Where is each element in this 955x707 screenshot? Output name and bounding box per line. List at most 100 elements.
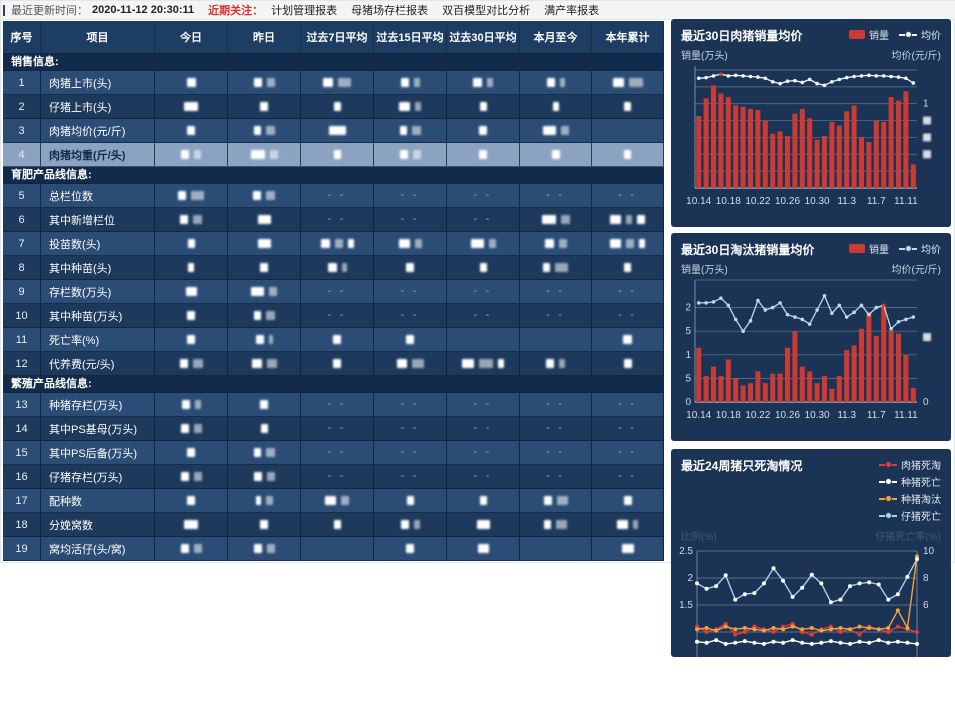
redacted-value	[411, 126, 421, 135]
table-row[interactable]: 13 种猪存栏(万头) - - - - - - - - - -	[3, 393, 664, 417]
svg-text:2: 2	[685, 303, 691, 314]
redacted-value	[194, 400, 201, 409]
table-row[interactable]: 15 其中PS后备(万头) - - - - - - - - - -	[3, 441, 664, 465]
svg-text:10.18: 10.18	[716, 196, 741, 207]
pig-sales-chart: 1 10.14 10.18 10.22 10.26 10.30 11.3 11.7 11.11	[671, 62, 951, 214]
table-row[interactable]: 6 其中新增栏位 - - - - - -	[3, 208, 664, 232]
table-cell	[228, 441, 301, 464]
table-cell	[374, 256, 447, 279]
dash-value: - -	[546, 310, 565, 321]
redacted-value	[251, 287, 264, 296]
table-cell: - -	[374, 465, 447, 488]
table-row[interactable]: 5 总栏位数 - - - - - - - - - -	[3, 184, 664, 208]
row-number: 16	[3, 465, 41, 488]
table-cell	[520, 513, 592, 536]
row-number: 8	[3, 256, 41, 279]
redacted-value	[624, 102, 631, 111]
column-header: 本月至今	[520, 21, 592, 54]
report-table: 序号 项目 今日 昨日 过去7日平均 过去15日平均 过去30日平均 本月至今 本年累计 销售信…	[3, 21, 664, 561]
table-cell: - -	[520, 465, 592, 488]
chart-legend: 肉猪死淘种猪死亡种猪淘汰仔猪死亡	[802, 457, 941, 525]
line-dot-icon	[879, 478, 897, 485]
table-row[interactable]: 14 其中PS基母(万头) - - - - - - - - - -	[3, 417, 664, 441]
legend-item-0[interactable]: 销量	[849, 27, 889, 42]
line-dot-icon	[899, 31, 917, 38]
table-row[interactable]: 3 肉猪均价(元/斤)	[3, 119, 664, 143]
row-number: 9	[3, 280, 41, 303]
svg-text:1: 1	[685, 350, 691, 361]
bars-series[interactable]	[696, 305, 916, 402]
legend-item-0[interactable]: 销量	[849, 241, 889, 256]
redacted-value	[560, 215, 570, 224]
legend-item-3[interactable]: 仔猪死亡	[879, 508, 941, 523]
column-header: 过去30日平均	[447, 21, 520, 54]
table-cell	[374, 119, 447, 142]
table-row[interactable]: 12 代养费(元/头)	[3, 352, 664, 376]
redacted-value	[411, 359, 424, 368]
redacted-value	[479, 263, 487, 272]
legend-item-1[interactable]: 均价	[899, 241, 941, 256]
table-cell: - -	[592, 280, 664, 303]
line-series-3[interactable]	[695, 557, 919, 605]
table-cell	[301, 489, 374, 512]
report-link-1[interactable]: 母猪场存栏报表	[351, 5, 429, 17]
table-row[interactable]: 8 其中种苗(头)	[3, 256, 664, 280]
update-time-label: 最近更新时间：	[11, 5, 88, 17]
report-link-2[interactable]: 双百模型对比分析	[442, 5, 531, 17]
legend-item-2[interactable]: 种猪淘汰	[879, 491, 941, 506]
svg-text:11.7: 11.7	[867, 410, 886, 421]
redacted-value	[541, 215, 556, 224]
report-link-3[interactable]: 满产率报表	[544, 5, 600, 17]
line-series-1[interactable]	[695, 638, 919, 646]
table-row[interactable]: 1 肉猪上市(头)	[3, 71, 664, 95]
table-cell	[155, 119, 228, 142]
table-row[interactable]: 18 分娩窝数	[3, 513, 664, 537]
legend-item-1[interactable]: 种猪死亡	[879, 474, 941, 489]
redacted-value	[180, 424, 189, 433]
redacted-value	[255, 335, 264, 344]
dash-value: - -	[400, 471, 420, 482]
bars-series[interactable]	[696, 85, 916, 188]
svg-text:1.5: 1.5	[679, 600, 693, 611]
column-header: 本年累计	[592, 21, 664, 54]
svg-text:2: 2	[687, 573, 693, 584]
dash-value: - -	[546, 399, 565, 410]
line-series-2[interactable]	[695, 554, 919, 633]
report-link-0[interactable]: 计划管理报表	[271, 5, 338, 17]
table-row[interactable]: 9 存栏数(万头) - - - - - - - - - -	[3, 280, 664, 304]
table-header-row: 序号 项目 今日 昨日 过去7日平均 过去15日平均 过去30日平均 本月至今 本年累计	[3, 21, 664, 54]
table-cell: - -	[374, 441, 447, 464]
table-row[interactable]: 17 配种数	[3, 489, 664, 513]
table-row[interactable]: 19 窝均活仔(头/窝)	[3, 537, 664, 561]
panel-title: 最近30日淘汰猪销量均价	[681, 243, 815, 257]
table-cell	[155, 393, 228, 416]
price-line-series[interactable]	[696, 294, 916, 333]
dash-value: - -	[618, 423, 637, 434]
redacted-value	[255, 496, 261, 505]
redacted-value	[552, 102, 559, 111]
redacted-value	[257, 215, 271, 224]
table-row[interactable]: 10 其中种苗(万头) - - - - - - - - - -	[3, 304, 664, 328]
report-links: 计划管理报表 母猪场存栏报表 双百模型对比分析 满产率报表	[271, 2, 613, 18]
row-label: 配种数	[41, 489, 155, 512]
table-row[interactable]: 2 仔猪上市(头)	[3, 95, 664, 119]
legend-item-1[interactable]: 均价	[899, 27, 941, 42]
price-line-series[interactable]	[696, 72, 916, 88]
dash-value: - -	[546, 423, 565, 434]
table-cell	[228, 256, 301, 279]
table-cell	[447, 537, 520, 560]
redacted-value	[193, 424, 202, 433]
redacted-value	[633, 520, 638, 529]
legend-item-0[interactable]: 肉猪死淘	[879, 457, 941, 472]
redacted-value	[266, 472, 275, 481]
table-cell	[228, 304, 301, 327]
table-row[interactable]: 4 肉猪均重(斤/头)	[3, 143, 664, 167]
row-number: 7	[3, 232, 41, 255]
table-cell	[301, 328, 374, 351]
table-row[interactable]: 16 仔猪存栏(万头) - - - - - - - - - -	[3, 465, 664, 489]
table-row[interactable]: 11 死亡率(%)	[3, 328, 664, 352]
table-row[interactable]: 7 投苗数(头)	[3, 232, 664, 256]
redacted-value	[479, 359, 493, 368]
redacted-value	[623, 496, 632, 505]
svg-text:10.26: 10.26	[775, 410, 800, 421]
